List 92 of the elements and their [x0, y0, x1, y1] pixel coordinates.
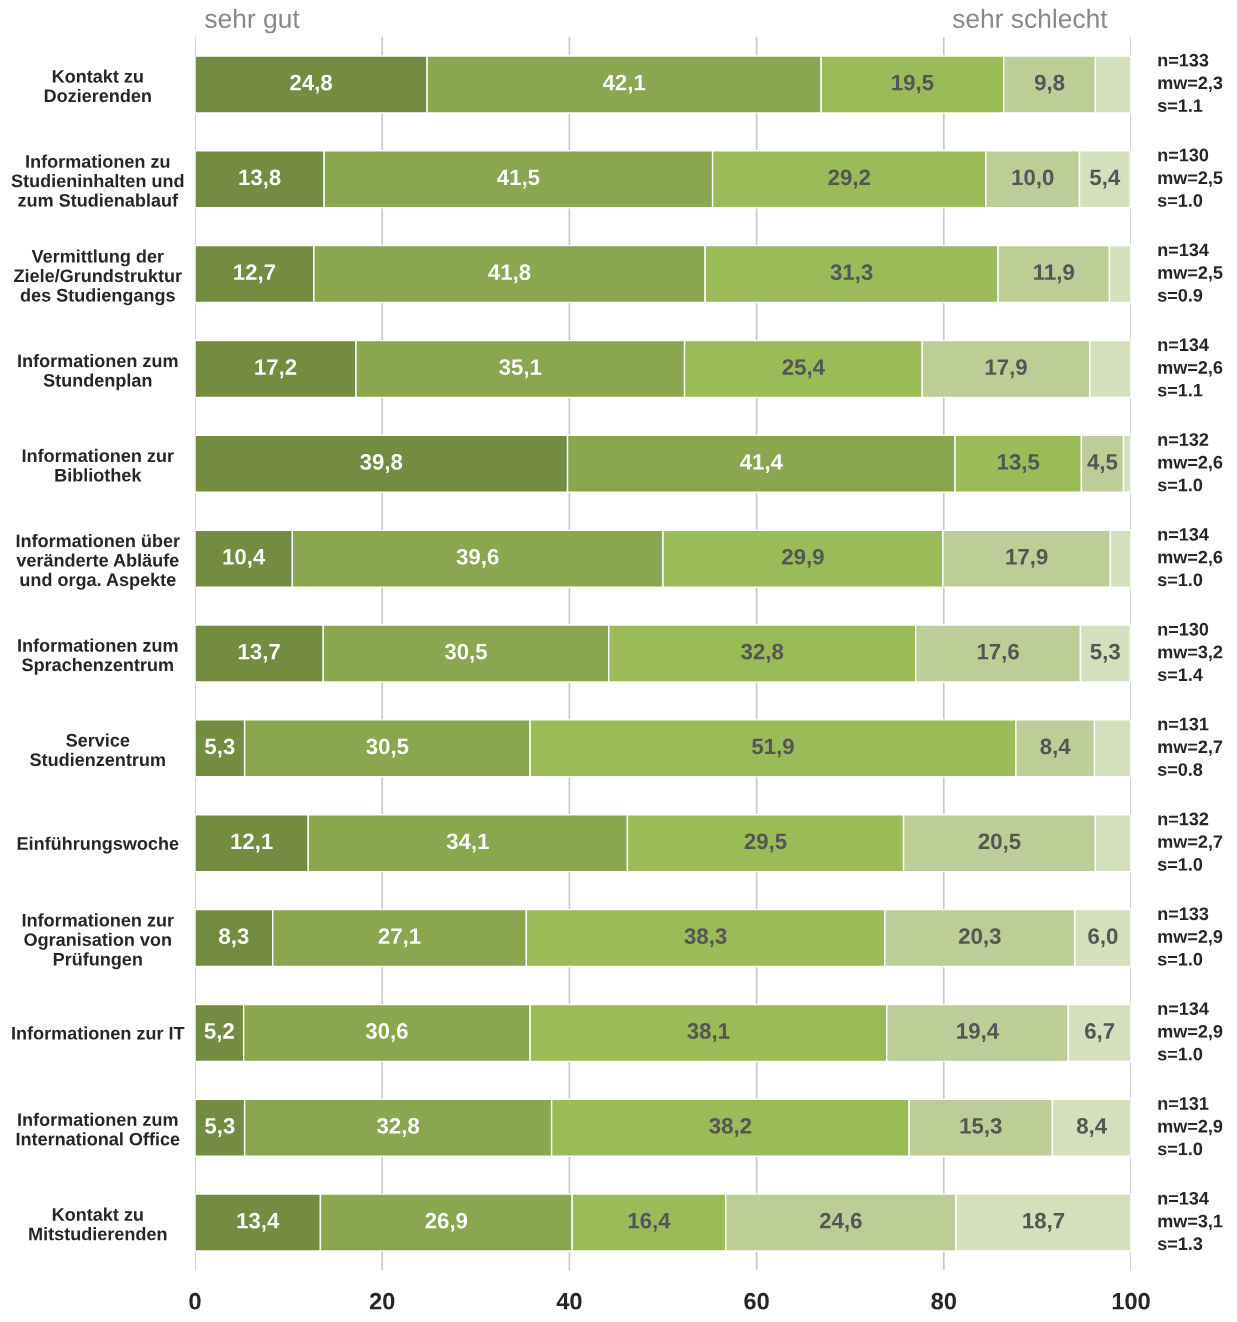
data-label: 29,9	[782, 548, 824, 568]
text: n=130 mw=2,5 s=1.0	[1157, 148, 1223, 207]
y-tick-label: Einführungswoche	[17, 836, 179, 854]
data-label: 6,0	[1088, 928, 1118, 948]
y-tick-label: Vermittlung der Ziele/Grundstruktur des Studiengangs	[14, 249, 182, 306]
data-label: 30,6	[365, 1023, 408, 1043]
data-label: 5,4	[1090, 169, 1121, 189]
data-label: 17,2	[255, 359, 297, 379]
x-tick-label: 60	[744, 1292, 769, 1310]
data-label: 38,1	[687, 1023, 730, 1043]
data-label: 25,4	[782, 359, 825, 379]
data-label: 15,3	[960, 1117, 1002, 1137]
text: n=132 mw=2,7 s=1.0	[1157, 812, 1223, 871]
data-label: 5,3	[205, 738, 235, 758]
data-label: 24,6	[819, 1212, 862, 1232]
data-label: 13,7	[238, 643, 280, 663]
text: n=130 mw=3,2 s=1.4	[1157, 622, 1223, 682]
data-label: 9,8	[1034, 74, 1065, 94]
data-label: 5,3	[205, 1117, 235, 1137]
data-label: 8,4	[1040, 738, 1071, 758]
data-label: 35,1	[499, 359, 542, 379]
data-label: 41,5	[497, 169, 540, 189]
data-label: 39,8	[360, 454, 403, 473]
data-label: 42,1	[602, 74, 646, 94]
text: n=134 mw=2,5 s=0.9	[1157, 243, 1223, 302]
data-label: 32,8	[741, 643, 784, 663]
x-tick-label: 0	[189, 1292, 201, 1310]
data-label: 12,7	[234, 264, 276, 284]
text: n=134 mw=3,1 s=1.3	[1157, 1191, 1223, 1251]
data-label: 12,1	[231, 833, 273, 853]
data-label: 10,4	[223, 548, 266, 568]
data-label: 32,8	[377, 1117, 420, 1137]
text: n=133 mw=2,9 s=1.0	[1157, 907, 1223, 966]
text: n=134 mw=2,6 s=1.0	[1157, 528, 1223, 587]
x-tick-label: 40	[556, 1292, 582, 1310]
text: sehr schlecht	[952, 8, 1108, 29]
data-label: 30,5	[366, 738, 409, 758]
data-label: 41,4	[739, 454, 783, 473]
y-tick-label: Kontakt zu Mitstudierenden	[29, 1207, 167, 1241]
y-tick-label: Informationen zur IT	[12, 1026, 185, 1040]
data-label: 41,8	[488, 264, 531, 284]
y-tick-label: Informationen zum International Office	[16, 1112, 180, 1146]
data-label: 13,8	[239, 169, 281, 189]
data-label: 51,9	[752, 738, 794, 758]
data-label: 29,5	[744, 833, 787, 853]
text: n=133 mw=2,3 s=1.1	[1157, 53, 1223, 112]
y-tick-label: Informationen zur Ogranisation von Prüfungen	[22, 913, 174, 970]
x-tick-label: 20	[369, 1292, 395, 1310]
data-label: 16,4	[628, 1212, 671, 1232]
data-label: 20,3	[958, 928, 1001, 948]
y-tick-label: Informationen zum Stundenplan	[18, 354, 178, 391]
data-label: 6,7	[1085, 1023, 1115, 1043]
y-tick-label: Informationen über veränderte Abläufe und orga. Aspekte	[16, 533, 180, 590]
text: n=131 mw=2,7 s=0.8	[1157, 717, 1223, 776]
x-tick-label: 100	[1112, 1292, 1150, 1310]
text: n=131 mw=2,9 s=1.0	[1157, 1097, 1223, 1156]
data-label: 10,0	[1012, 169, 1054, 189]
data-label: 27,1	[378, 928, 421, 948]
data-label: 17,9	[985, 359, 1027, 379]
y-tick-label: Kontakt zu Dozierenden	[44, 69, 151, 103]
data-label: 8,3	[219, 928, 249, 948]
y-tick-label: Informationen zur Bibliothek	[22, 448, 174, 482]
data-label: 5,3	[1090, 643, 1120, 663]
data-label: 13,4	[237, 1212, 280, 1232]
data-label: 30,5	[444, 643, 487, 663]
text: n=134 mw=2,6 s=1.1	[1157, 338, 1223, 397]
data-label: 19,5	[892, 74, 934, 94]
data-label: 24,8	[290, 74, 333, 94]
x-tick-label: 80	[931, 1292, 956, 1310]
data-label: 31,3	[830, 264, 873, 284]
data-label: 18,7	[1023, 1212, 1065, 1232]
text: n=134 mw=2,9 s=1.0	[1157, 1002, 1223, 1061]
data-label: 8,4	[1076, 1117, 1108, 1137]
data-label: 17,9	[1006, 548, 1048, 568]
data-label: 38,2	[709, 1117, 752, 1137]
data-label: 29,2	[828, 169, 870, 189]
text: n=132 mw=2,6 s=1.0	[1157, 433, 1223, 492]
y-tick-label: Service Studienzentrum	[30, 733, 165, 767]
data-label: 5,2	[204, 1023, 234, 1043]
data-label: 39,6	[456, 548, 499, 568]
data-label: 34,1	[446, 833, 489, 853]
data-label: 38,3	[684, 928, 727, 948]
data-label: 19,4	[957, 1023, 999, 1043]
data-label: 20,5	[978, 833, 1021, 853]
data-label: 26,9	[425, 1212, 468, 1232]
text: sehr gut	[205, 8, 300, 34]
data-label: 4,5	[1087, 454, 1118, 473]
data-label: 17,6	[977, 643, 1019, 663]
y-tick-label: Informationen zum Sprachenzentrum	[18, 638, 178, 675]
y-tick-label: Informationen zu Studieninhalten und zum Studienablauf	[11, 154, 184, 207]
data-label: 11,9	[1034, 264, 1074, 284]
data-label: 13,5	[997, 454, 1040, 473]
